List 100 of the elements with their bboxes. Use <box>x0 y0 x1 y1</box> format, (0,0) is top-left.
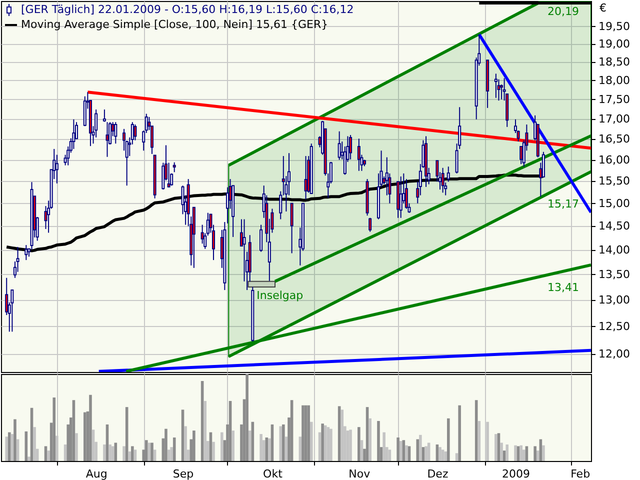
bar <box>114 442 118 461</box>
bar <box>302 405 304 461</box>
bar <box>14 419 16 461</box>
annotation: 20,19 <box>547 5 579 18</box>
bar <box>455 453 458 461</box>
y-tick-label: 13,00 <box>598 293 630 306</box>
y-tick-label: 17,00 <box>598 112 630 126</box>
candlestick <box>72 118 76 150</box>
x-tick-label: Aug <box>86 468 108 480</box>
bar <box>246 374 248 461</box>
bar <box>184 426 187 461</box>
bar <box>268 438 271 461</box>
y-tick-label: 14,00 <box>598 243 630 256</box>
bar <box>474 400 478 461</box>
bar <box>377 420 380 461</box>
candlestick <box>338 130 341 160</box>
bar <box>75 433 78 461</box>
y-tick-label: 15,50 <box>598 174 630 188</box>
bar <box>360 440 364 461</box>
candlestick <box>172 162 176 173</box>
candlestick <box>55 154 58 184</box>
bar <box>321 424 324 461</box>
bar <box>514 445 517 461</box>
x-tick-label: Dez <box>427 468 448 480</box>
bar <box>103 444 106 461</box>
bar <box>125 407 128 461</box>
bar <box>542 445 545 461</box>
bar <box>298 436 302 461</box>
bar <box>284 436 288 461</box>
candlestick <box>106 122 109 158</box>
x-tick-label: Okt <box>263 468 284 480</box>
bar <box>506 444 509 461</box>
bar <box>170 447 173 461</box>
bar <box>89 394 92 461</box>
annotation: 15,17 <box>547 198 579 211</box>
bar <box>248 430 252 461</box>
bar <box>92 430 95 461</box>
y-tick-label: 19,50 <box>598 20 630 33</box>
bar <box>446 418 450 461</box>
candlestick <box>494 73 498 98</box>
bar <box>167 450 170 461</box>
candlestick <box>167 162 170 188</box>
bar <box>72 400 76 461</box>
bar <box>153 450 156 461</box>
candlestick <box>441 167 444 194</box>
bar <box>181 410 184 461</box>
y-tick-label: 17,50 <box>598 92 630 106</box>
bar <box>324 425 327 461</box>
bar <box>282 424 285 461</box>
annotation: Inselgap <box>256 288 304 302</box>
bar <box>28 456 30 461</box>
bar <box>83 412 86 461</box>
candlestick <box>399 176 402 218</box>
bar <box>368 418 372 461</box>
bar <box>111 446 114 461</box>
bar <box>33 427 36 461</box>
candlestick <box>446 166 450 182</box>
x-tick-label: Nov <box>348 468 371 480</box>
bar <box>145 440 148 461</box>
bar <box>525 446 528 461</box>
bar <box>260 434 262 461</box>
candlestick <box>134 124 137 141</box>
y-tick-label: 12,50 <box>598 320 630 333</box>
candlestick <box>114 122 118 144</box>
bar <box>419 434 422 461</box>
candlestick <box>520 146 523 165</box>
bar <box>44 446 48 461</box>
bar <box>232 430 234 461</box>
bar <box>279 426 282 461</box>
bar <box>172 438 176 461</box>
annotation: 13,41 <box>547 280 579 294</box>
bar <box>212 442 215 461</box>
candlestick <box>10 289 14 332</box>
bar <box>422 447 425 461</box>
candlestick <box>349 134 352 160</box>
bar <box>399 440 402 461</box>
x-tick-label: 2009 <box>502 468 530 480</box>
bar <box>520 445 522 461</box>
y-tick-label: 15,00 <box>598 196 630 210</box>
bar <box>458 405 461 461</box>
bar <box>438 447 442 461</box>
bar <box>497 433 500 461</box>
candlestick <box>290 202 294 254</box>
bar <box>349 430 352 461</box>
bar <box>536 450 540 461</box>
y-tick-label: 18,00 <box>598 74 630 87</box>
bar <box>388 450 392 461</box>
bar <box>358 427 360 461</box>
candlestick <box>24 244 28 261</box>
bar <box>522 450 526 461</box>
bar <box>290 400 294 461</box>
bar <box>396 438 400 461</box>
candlestick <box>260 224 263 252</box>
x-tick-label: Sep <box>172 468 194 480</box>
bar <box>534 446 536 461</box>
y-tick-label: 12,00 <box>598 347 630 360</box>
bar <box>494 434 498 461</box>
y-tick-label: 13,50 <box>598 268 630 281</box>
y-axis-title: € <box>600 2 606 14</box>
bar <box>427 442 430 461</box>
